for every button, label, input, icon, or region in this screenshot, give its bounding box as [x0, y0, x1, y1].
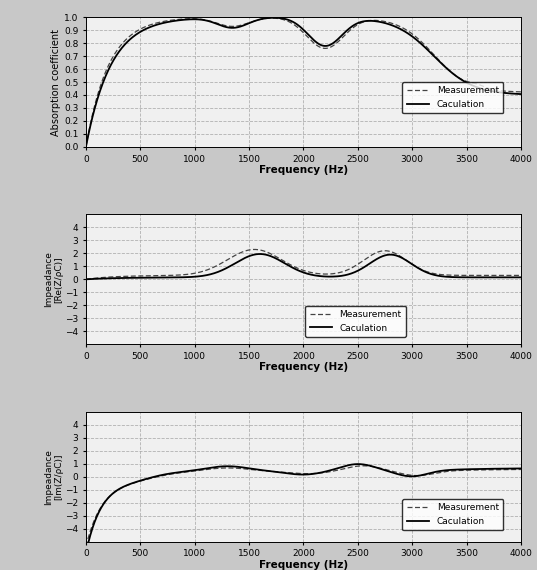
X-axis label: Frequency (Hz): Frequency (Hz)	[259, 165, 348, 175]
Caculation	[518, 274, 524, 281]
Caculation	[347, 270, 354, 277]
Measurement	[458, 467, 464, 474]
Caculation	[360, 461, 367, 468]
Measurement	[110, 274, 116, 280]
Measurement	[83, 276, 89, 283]
Measurement	[413, 263, 419, 270]
Caculation	[355, 461, 361, 467]
Measurement	[360, 462, 367, 469]
Line: Caculation: Caculation	[86, 18, 521, 147]
Caculation	[413, 473, 419, 479]
Measurement	[347, 265, 354, 272]
Y-axis label: Impeadance
[Im(Z/ρC)]: Impeadance [Im(Z/ρC)]	[44, 449, 64, 504]
Line: Measurement: Measurement	[86, 250, 521, 279]
Caculation	[413, 36, 419, 43]
Caculation	[518, 91, 524, 97]
Caculation	[360, 264, 367, 271]
Measurement	[83, 144, 89, 150]
Line: Caculation: Caculation	[86, 254, 521, 279]
Line: Measurement: Measurement	[86, 466, 521, 547]
Caculation	[110, 275, 116, 282]
Caculation	[83, 276, 89, 283]
Caculation	[413, 263, 419, 270]
Caculation	[458, 274, 464, 280]
Caculation	[360, 18, 367, 25]
Line: Caculation: Caculation	[86, 464, 521, 553]
Caculation	[347, 462, 353, 469]
Measurement	[110, 54, 116, 61]
Measurement	[360, 19, 367, 26]
Caculation	[335, 465, 342, 471]
X-axis label: Frequency (Hz): Frequency (Hz)	[259, 362, 348, 372]
Measurement	[83, 543, 89, 550]
Measurement	[360, 257, 367, 264]
Measurement	[458, 76, 464, 83]
Caculation	[347, 24, 354, 31]
Line: Measurement: Measurement	[86, 18, 521, 147]
Measurement	[268, 15, 275, 22]
Measurement	[413, 34, 419, 40]
Measurement	[336, 269, 342, 276]
Caculation	[336, 272, 342, 279]
Caculation	[336, 35, 342, 42]
Caculation	[110, 490, 116, 497]
Caculation	[458, 76, 464, 83]
Measurement	[518, 466, 524, 473]
Y-axis label: Impeadance
[Re(Z/ρC)]: Impeadance [Re(Z/ρC)]	[44, 251, 64, 307]
Caculation	[83, 549, 89, 556]
Measurement	[518, 272, 524, 279]
Caculation	[271, 14, 277, 21]
Measurement	[110, 490, 116, 497]
Caculation	[110, 58, 116, 65]
Legend: Measurement, Caculation: Measurement, Caculation	[305, 306, 406, 337]
Legend: Measurement, Caculation: Measurement, Caculation	[402, 82, 503, 113]
Caculation	[257, 251, 263, 258]
Measurement	[347, 464, 353, 471]
Measurement	[518, 88, 524, 95]
Caculation	[83, 144, 89, 150]
Measurement	[335, 467, 342, 474]
Legend: Measurement, Caculation: Measurement, Caculation	[402, 499, 503, 531]
Caculation	[458, 466, 464, 473]
Measurement	[347, 26, 354, 33]
Caculation	[518, 465, 524, 472]
Measurement	[336, 38, 342, 44]
Measurement	[413, 472, 419, 479]
Measurement	[360, 462, 366, 469]
Measurement	[458, 272, 464, 279]
X-axis label: Frequency (Hz): Frequency (Hz)	[259, 560, 348, 569]
Measurement	[251, 246, 258, 253]
Y-axis label: Absorption coefficient: Absorption coefficient	[51, 28, 61, 136]
